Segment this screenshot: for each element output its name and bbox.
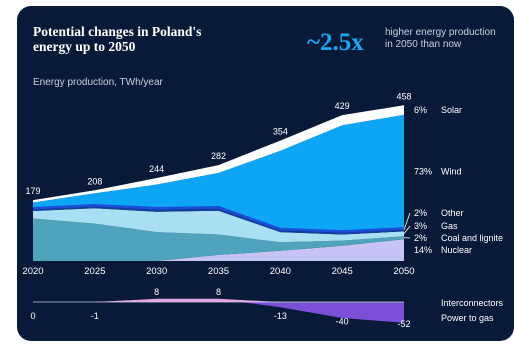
share-label: 14% (414, 245, 432, 255)
area-coal-and-lignite (33, 218, 404, 261)
legend-label: Coal and lignite (441, 233, 503, 243)
share-label: 73% (414, 167, 432, 177)
legend-label: Wind (441, 167, 462, 177)
x-tick-label: 2045 (332, 266, 353, 277)
x-tick-label: 2030 (146, 266, 167, 277)
area-nuclear (33, 239, 404, 261)
legend-leader-line (403, 212, 411, 231)
share-label: 3% (414, 221, 427, 231)
area-power-to-gas (240, 302, 404, 323)
x-tick-label: 2050 (393, 266, 414, 277)
area-other (33, 205, 404, 235)
area-gas (33, 208, 404, 243)
other-boundary-line (32, 203, 405, 233)
share-label: 2% (414, 208, 427, 218)
area-solar (33, 105, 404, 203)
flow-value-label: -1 (91, 311, 99, 321)
total-label: 282 (211, 151, 226, 161)
share-label: 6% (414, 105, 427, 115)
x-tick-label: 2025 (84, 266, 105, 277)
x-tick-label: 2035 (208, 266, 229, 277)
x-tick-label: 2020 (22, 266, 43, 277)
chart-subtitle: Energy production, TWh/year (33, 77, 163, 88)
flow-value-label: 0 (30, 311, 35, 321)
chart-title: Potential changes in Poland's energy up … (33, 24, 202, 54)
legend-label: Interconnectors (441, 298, 504, 308)
legend-leader-line (403, 225, 411, 235)
flow-value-label: 8 (216, 287, 221, 297)
legend-label: Nuclear (441, 245, 472, 255)
legend-label: Gas (441, 221, 458, 231)
flow-value-label: -13 (274, 311, 287, 321)
legend-label: Other (441, 208, 464, 218)
flow-value-label: -40 (336, 316, 349, 326)
flow-value-label: 8 (154, 287, 159, 297)
x-tick-label: 2040 (270, 266, 291, 277)
share-label: 2% (414, 233, 427, 243)
flow-value-label: -52 (397, 319, 410, 329)
area-interconnectors (33, 298, 404, 302)
total-label: 179 (25, 186, 40, 196)
growth-multiplier: ~2.5x (307, 29, 364, 56)
total-label: 429 (335, 101, 350, 111)
total-label: 208 (87, 176, 102, 186)
growth-note: higher energy production in 2050 than no… (385, 27, 496, 50)
energy-chart: 179 208 244 282 354 429 458 2020 2025 2030 2035 204… (22, 91, 504, 329)
area-wind (33, 114, 404, 232)
total-label: 244 (149, 164, 164, 174)
chart-card: Potential changes in Poland's energy up … (17, 6, 514, 341)
legend-label: Power to gas (441, 313, 494, 323)
total-label: 458 (396, 91, 411, 101)
legend-label: Solar (441, 105, 462, 115)
total-label: 354 (273, 127, 288, 137)
